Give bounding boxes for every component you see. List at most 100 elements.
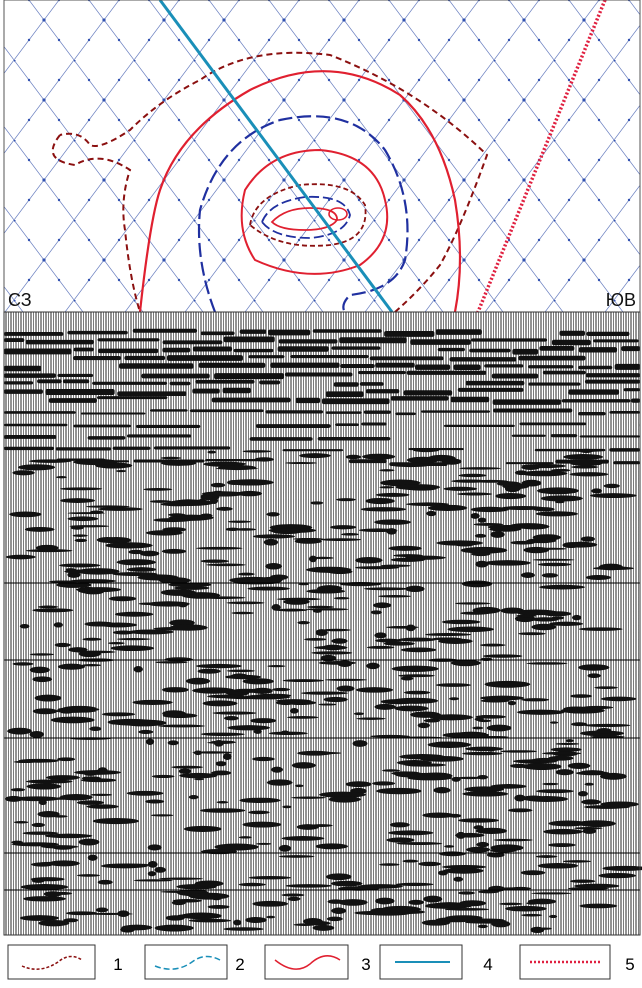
reflector xyxy=(460,546,508,554)
reflector xyxy=(56,476,67,479)
reflector xyxy=(470,513,480,519)
reflector xyxy=(32,608,74,613)
reflector xyxy=(275,608,308,612)
reflector xyxy=(375,492,410,497)
reflector xyxy=(29,666,50,674)
reflector xyxy=(535,511,579,517)
reflector xyxy=(500,750,538,753)
legend-box xyxy=(144,944,228,980)
legend-symbol xyxy=(274,955,341,970)
reflector xyxy=(456,831,466,839)
reflector xyxy=(248,355,285,359)
reflector xyxy=(345,454,361,460)
reflector xyxy=(188,918,232,923)
reflector xyxy=(284,372,353,377)
reflector xyxy=(95,907,109,913)
reflector xyxy=(86,804,119,809)
reflector xyxy=(138,729,154,735)
reflector xyxy=(126,434,192,438)
reflector xyxy=(188,892,230,900)
reflector xyxy=(539,346,575,351)
reflector xyxy=(53,622,63,628)
reflector xyxy=(498,902,523,906)
reflector xyxy=(4,381,34,385)
reflector xyxy=(613,461,640,465)
reflector xyxy=(355,556,383,564)
reflector xyxy=(460,611,490,615)
reflector xyxy=(96,396,168,400)
reflector xyxy=(422,812,456,818)
reflector xyxy=(206,563,246,567)
reflector xyxy=(438,638,473,644)
reflector xyxy=(465,380,525,386)
reflector xyxy=(435,683,471,687)
reflector xyxy=(69,579,117,583)
reflector xyxy=(357,370,406,375)
reflector xyxy=(360,507,407,512)
reflector xyxy=(138,602,158,606)
reflector xyxy=(341,532,359,536)
reflector xyxy=(443,867,484,874)
reflector xyxy=(348,459,387,464)
reflector xyxy=(169,624,208,631)
reflector xyxy=(587,673,601,679)
reflector xyxy=(162,710,186,717)
reflector xyxy=(287,896,301,901)
reflector xyxy=(601,696,637,702)
reflector xyxy=(211,770,232,776)
reflector xyxy=(151,774,175,779)
reflector xyxy=(417,722,430,729)
reflector xyxy=(450,396,490,403)
reflector xyxy=(67,330,128,335)
reflector xyxy=(248,876,292,880)
reflector xyxy=(112,630,135,635)
reflector xyxy=(310,501,324,505)
reflector xyxy=(486,852,505,858)
reflector xyxy=(479,715,492,718)
reflector xyxy=(574,826,603,830)
reflector xyxy=(406,502,450,506)
reflector xyxy=(295,397,321,404)
reflector xyxy=(462,791,509,797)
reflector xyxy=(162,347,191,353)
reflector xyxy=(491,373,539,379)
reflector xyxy=(514,609,558,616)
reflector xyxy=(252,756,275,762)
reflector xyxy=(103,863,152,867)
reflector xyxy=(520,870,546,876)
reflector xyxy=(281,836,325,841)
reflector xyxy=(514,470,528,476)
reflector xyxy=(436,540,484,546)
reflector xyxy=(598,872,636,879)
reflector xyxy=(559,330,585,336)
reflector xyxy=(462,751,503,756)
reflector xyxy=(81,664,102,667)
reflector xyxy=(23,896,66,902)
reflector xyxy=(312,608,323,613)
reflector xyxy=(569,459,603,467)
reflector xyxy=(464,786,505,793)
reflector xyxy=(207,450,217,454)
reflector xyxy=(195,663,243,669)
reflector xyxy=(268,329,311,336)
reflector xyxy=(365,389,400,394)
reflector xyxy=(374,703,396,710)
reflector xyxy=(239,329,267,334)
reflector xyxy=(318,661,357,665)
reflector xyxy=(578,347,618,353)
reflector xyxy=(57,663,86,670)
reflector xyxy=(211,490,225,496)
reflector xyxy=(76,568,120,575)
reflector xyxy=(571,709,580,714)
reflector xyxy=(527,898,557,905)
reflector xyxy=(477,924,488,929)
reflector xyxy=(590,735,625,739)
reflector xyxy=(116,637,151,641)
reflector xyxy=(74,538,88,543)
reflector xyxy=(429,714,473,721)
reflector xyxy=(464,746,504,752)
reflector xyxy=(59,563,101,568)
reflector xyxy=(457,387,524,392)
reflector xyxy=(405,585,425,593)
reflector xyxy=(500,505,545,510)
